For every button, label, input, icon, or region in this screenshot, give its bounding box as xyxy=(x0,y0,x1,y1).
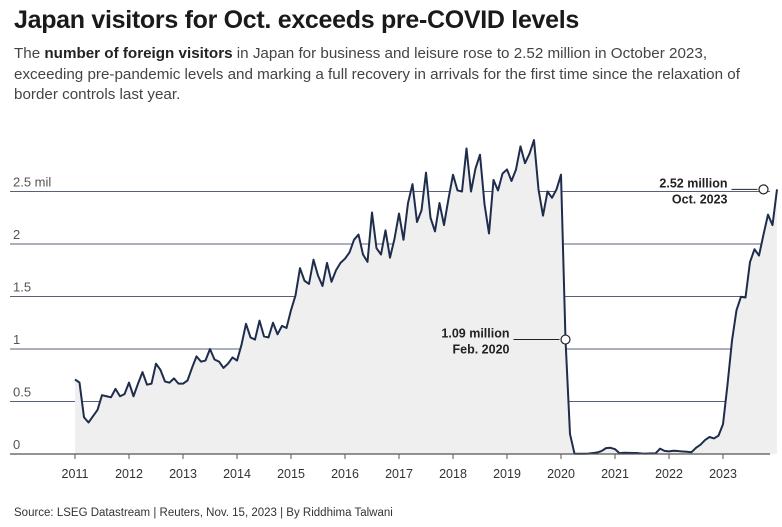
x-tick-label: 2021 xyxy=(601,467,629,481)
page-title: Japan visitors for Oct. exceeds pre-COVI… xyxy=(14,6,580,34)
axis-layer: 0 0.5 1 1.5 2 2.5 mil 2011 2012 2013 2014 2015 2016… xyxy=(10,175,770,481)
annotation-marker xyxy=(758,184,769,195)
subtitle-body: in Japan for business and leisure rose t… xyxy=(14,45,740,103)
annotation-date: Feb. 2020 xyxy=(453,343,510,357)
y-tick-label: 1 xyxy=(13,332,20,347)
annotation-marker xyxy=(560,334,571,345)
y-tick-label: 2.5 mil xyxy=(13,175,51,190)
x-tick-label: 2017 xyxy=(385,467,413,481)
subtitle-lead: The xyxy=(14,45,45,62)
x-tick-label: 2022 xyxy=(655,467,683,481)
x-tick-label: 2019 xyxy=(493,467,521,481)
x-tick-label: 2012 xyxy=(115,467,143,481)
y-tick-label: 0 xyxy=(13,437,20,452)
x-tick-label: 2023 xyxy=(709,467,737,481)
area-fill xyxy=(75,140,777,455)
y-tick-label: 2 xyxy=(13,227,20,242)
annotation-value: 2.52 million xyxy=(659,176,727,190)
annotation-layer: 1.09 million Feb. 2020 2.52 million Oct. 20… xyxy=(441,176,769,357)
y-tick-label: 1.5 xyxy=(13,280,31,295)
subtitle-emphasis: number of foreign visitors xyxy=(44,45,233,62)
x-tick-label: 2020 xyxy=(547,467,575,481)
subtitle: The number of foreign visitors in Japan … xyxy=(14,44,769,106)
source-note: Source: LSEG Datastream | Reuters, Nov. … xyxy=(14,507,393,519)
series-line xyxy=(74,139,778,455)
x-tick-label: 2013 xyxy=(169,467,197,481)
x-tick-label: 2016 xyxy=(331,467,359,481)
y-tick-label: 0.5 xyxy=(13,385,31,400)
x-tick-label: 2015 xyxy=(277,467,305,481)
annotation-value: 1.09 million xyxy=(441,327,509,341)
x-tick-label: 2018 xyxy=(439,467,467,481)
annotation-date: Oct. 2023 xyxy=(672,192,728,206)
x-tick-label: 2014 xyxy=(223,467,251,481)
x-tick-label: 2011 xyxy=(62,467,89,481)
